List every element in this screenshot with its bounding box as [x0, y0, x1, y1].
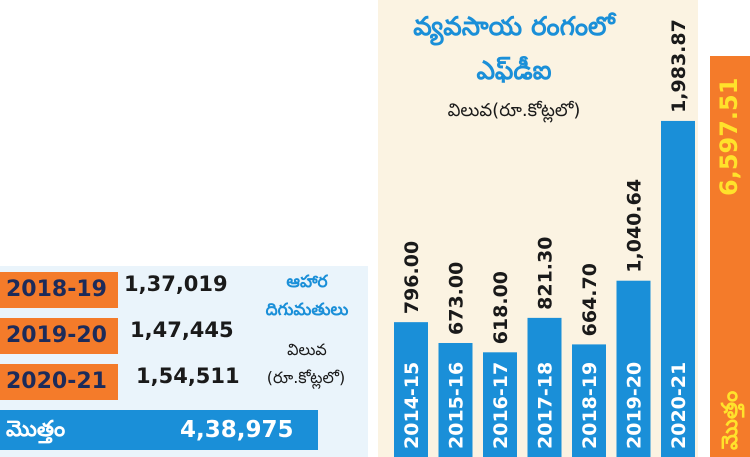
fdi-bar-2017-18	[527, 317, 562, 457]
fdi-category-label: 2017-18	[535, 362, 557, 449]
food-imports-unit-line2: (రూ.కోట్లలో)	[266, 368, 346, 387]
year-tag: 2018-19	[0, 272, 118, 308]
fdi-category-label: 2016-17	[490, 362, 512, 449]
food-imports-total: మొత్తం 4,38,975	[0, 410, 318, 450]
fdi-category-label: 2018-19	[579, 362, 601, 449]
fdi-bar-2019-20	[616, 280, 651, 457]
fdi-category-label: 2019-20	[624, 362, 646, 449]
fdi-value-label: 796.00	[401, 241, 423, 314]
fdi-value-label: 618.00	[490, 271, 512, 344]
food-imports-unit-line1: విలువ	[287, 340, 327, 359]
chart-title-line1: వ్యవసాయ రంగంలో	[413, 12, 615, 42]
fdi-bar-2018-19	[572, 344, 606, 457]
fdi-category-label: 2020-21	[668, 362, 690, 449]
fdi-value-label: 1,983.87	[668, 19, 690, 113]
fdi-total-column	[710, 56, 750, 457]
fdi-value-label: 1,040.64	[624, 179, 646, 273]
year-tag: 2020-21	[0, 364, 118, 400]
import-value: 1,37,019	[124, 272, 228, 296]
fdi-value-label: 673.00	[446, 262, 468, 335]
food-imports-title-line1: ఆహార	[286, 272, 328, 292]
fdi-value-label: 821.30	[535, 237, 557, 310]
total-label: మొత్తం	[6, 417, 66, 442]
fdi-bar-2020-21	[661, 120, 695, 457]
import-value: 1,54,511	[136, 364, 240, 388]
food-imports-title-line2: దిగుమతులు	[265, 300, 349, 320]
import-value: 1,47,445	[130, 318, 234, 342]
fdi-value-label: 664.70	[579, 263, 601, 336]
fdi-category-label: 2014-15	[401, 362, 423, 449]
chart-y-label: విలువ(రూ.కోట్లలో)	[447, 100, 581, 121]
total-value: 4,38,975	[180, 417, 294, 443]
year-tag: 2019-20	[0, 318, 118, 354]
fdi-category-label: 2015-16	[446, 362, 468, 449]
fdi-bar-2015-16	[438, 342, 473, 457]
fdi-total-value: 6,597.51	[715, 78, 743, 196]
fdi-bar-2016-17	[483, 352, 517, 457]
fdi-bar-2014-15	[394, 322, 428, 457]
fdi-total-label: మొత్తం	[718, 391, 745, 450]
chart-title-line2: ఎఫ్‌డీఐ	[476, 56, 552, 86]
